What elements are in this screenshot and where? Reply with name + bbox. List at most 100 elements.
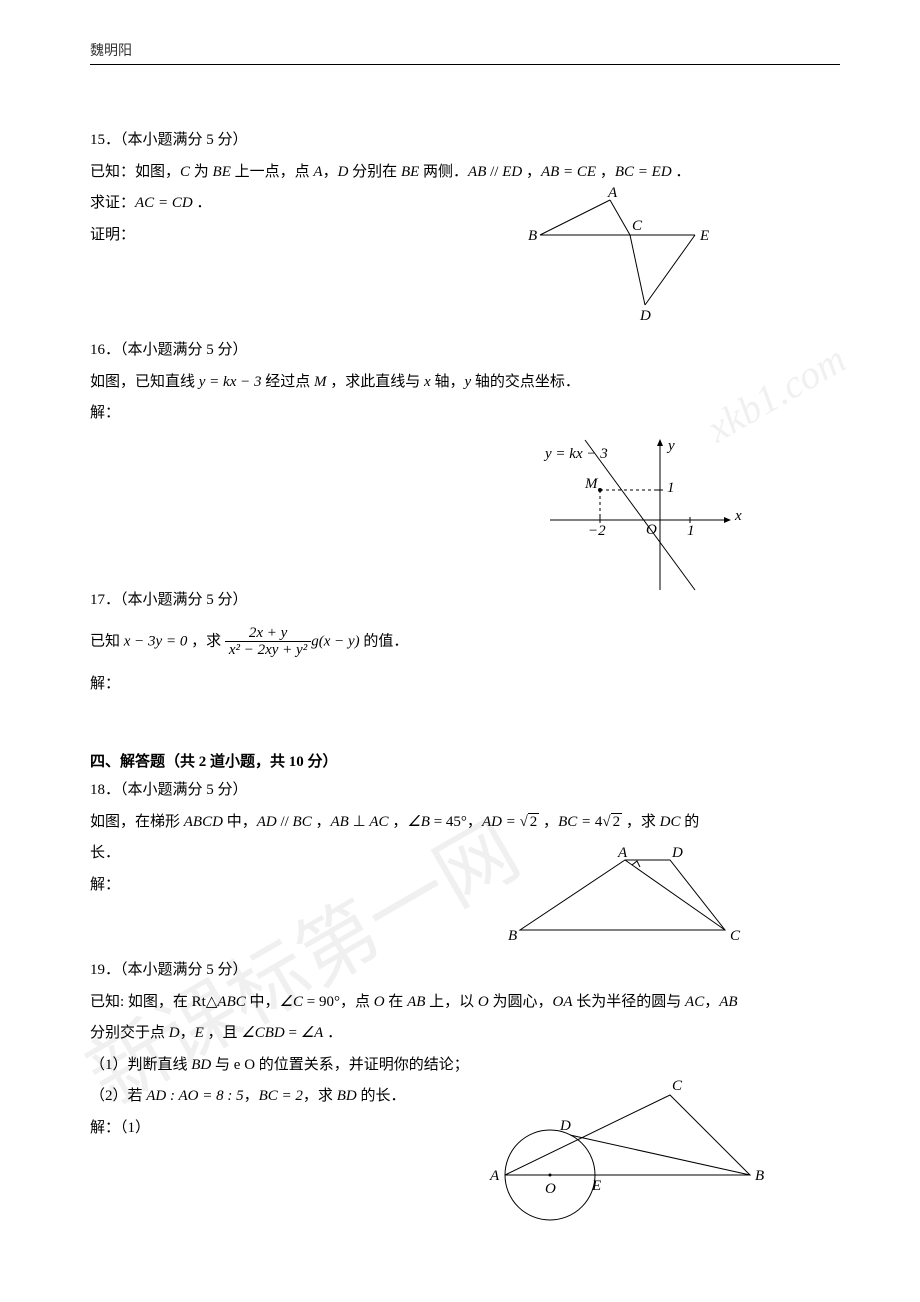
p15-t4: ， xyxy=(323,164,338,180)
p15-t5: 分别在 xyxy=(348,164,401,180)
p19-eO: e O xyxy=(234,1057,255,1073)
fig19-E: E xyxy=(591,1178,601,1194)
p15-par: // xyxy=(486,164,502,180)
p19-O: O xyxy=(374,994,385,1010)
p19-AB2: AB xyxy=(719,994,737,1010)
p15-BC: BC xyxy=(615,164,634,180)
p19-angA: ∠A xyxy=(301,1025,324,1041)
p19-tri: △ xyxy=(206,994,218,1010)
p18-BC: BC xyxy=(293,814,312,830)
p16-x: x xyxy=(424,374,431,390)
p19-c3: ， xyxy=(180,1025,195,1041)
p17-eq: x − 3y = 0 xyxy=(124,633,188,649)
p15-t3: 上一点，点 xyxy=(231,164,314,180)
p19-Rt: Rt xyxy=(192,994,206,1010)
p16-t1: 如图，已知直线 xyxy=(90,374,199,390)
p19-E: E xyxy=(195,1025,204,1041)
fig16-eq: y = kx − 3 xyxy=(543,446,608,462)
p19-deg: 90° xyxy=(319,994,340,1010)
p18-deg: 45° xyxy=(446,814,467,830)
fig19-D: D xyxy=(559,1118,571,1134)
figure-16: y = kx − 3 y x M O 1 −2 1 xyxy=(530,430,750,600)
p19-eq: = xyxy=(303,994,319,1010)
fig16-1x: 1 xyxy=(687,523,695,539)
p19-BD2: BD xyxy=(337,1088,357,1104)
p18-AD: AD xyxy=(257,814,277,830)
p19-ABC: ABC xyxy=(217,994,245,1010)
p17-t3: 的值． xyxy=(360,633,409,649)
p18-c1: ， xyxy=(312,814,331,830)
p15-c2: ， xyxy=(596,164,615,180)
fig19-A: A xyxy=(489,1168,500,1184)
p19-t9: （1）判断直线 xyxy=(90,1057,191,1073)
problem-19: 19．（本小题满分 5 分） 已知: 如图，在 Rt△ABC 中，∠C = 90… xyxy=(90,955,840,1175)
p16-t5: 轴的交点坐标． xyxy=(471,374,580,390)
p15-BE: BE xyxy=(213,164,231,180)
p19-points: （本小题满分 5 分） xyxy=(120,962,248,978)
p15-prove: 求证： xyxy=(90,195,135,211)
p19-O2: O xyxy=(478,994,489,1010)
p16-points: （本小题满分 5 分） xyxy=(120,342,248,358)
page-content: 魏明阳 15．（本小题满分 5 分） 已知：如图，C 为 BE 上一点，点 A，… xyxy=(90,40,840,1205)
p19-D: D xyxy=(169,1025,180,1041)
p18-ABCD: ABCD xyxy=(184,814,223,830)
p16-t2: 经过点 xyxy=(261,374,314,390)
p19-dot: ． xyxy=(323,1025,342,1041)
p15-eq2: = xyxy=(634,164,652,180)
p19-c1: ，点 xyxy=(340,994,374,1010)
p19-AC: AC xyxy=(685,994,704,1010)
p15-AB2: AB xyxy=(541,164,559,180)
p19-c2: ， xyxy=(704,994,719,1010)
p15-eq1: = xyxy=(559,164,577,180)
p18-c4: ， xyxy=(539,814,558,830)
p19-t4: 上，以 xyxy=(425,994,478,1010)
p15-eq3: = xyxy=(154,195,172,211)
p15-C: C xyxy=(180,164,190,180)
p15-t1: 已知：如图， xyxy=(90,164,180,180)
p19-t2: 中， xyxy=(246,994,280,1010)
p15-c3: ． xyxy=(672,164,691,180)
p19-t14: 的长． xyxy=(357,1088,406,1104)
p19-t10: 与 xyxy=(211,1057,234,1073)
p15-num: 15． xyxy=(90,132,120,148)
p19-t6: 长为半径的圆与 xyxy=(573,994,686,1010)
p19-t13: ，求 xyxy=(303,1088,337,1104)
p19-num: 19． xyxy=(90,962,120,978)
p18-DC: DC xyxy=(660,814,681,830)
p18-four: 4 xyxy=(595,814,603,830)
p19-eq2: = xyxy=(285,1025,301,1041)
problem-15: 15．（本小题满分 5 分） 已知：如图，C 为 BE 上一点，点 A，D 分别… xyxy=(90,125,840,305)
p19-angC: ∠C xyxy=(280,994,303,1010)
p15-dot: ． xyxy=(193,195,212,211)
p19-BD: BD xyxy=(191,1057,211,1073)
p15-t6: 两侧． xyxy=(419,164,468,180)
fig16-1: 1 xyxy=(667,480,675,496)
p15-c1: ， xyxy=(522,164,541,180)
p17-points: （本小题满分 5 分） xyxy=(120,592,248,608)
p15-CE: CE xyxy=(577,164,596,180)
p17-frac: 2x + yx² − 2xy + y² xyxy=(225,625,311,659)
p18-ADe: AD = xyxy=(482,814,520,830)
p18-AC: AC xyxy=(369,814,388,830)
p19-angCBD: ∠CBD xyxy=(241,1025,284,1041)
figure-18: A D B C xyxy=(500,845,760,945)
section-4-title: 四、解答题（共 2 道小题，共 10 分） xyxy=(90,750,840,771)
p15-CD: CD xyxy=(172,195,193,211)
p16-sol: 解： xyxy=(90,398,840,430)
figure-19: A B C D E O xyxy=(480,1075,780,1225)
p19-t1: 已知: 如图，在 xyxy=(90,994,192,1010)
p18-AB: AB xyxy=(330,814,348,830)
fig19-O: O xyxy=(545,1181,556,1197)
p19-AB: AB xyxy=(407,994,425,1010)
fig16-M: M xyxy=(584,476,599,492)
p17-num-f: 2x + y xyxy=(225,625,311,643)
p18-sqrt2: 2 xyxy=(520,807,540,839)
p15-points: （本小题满分 5 分） xyxy=(120,132,248,148)
p16-num: 16． xyxy=(90,342,120,358)
p16-t4: 轴， xyxy=(431,374,465,390)
p18-eq: = xyxy=(430,814,446,830)
fig19-C: C xyxy=(672,1078,683,1094)
p15-t2: 为 xyxy=(190,164,213,180)
p18-c5: ，求 xyxy=(622,814,660,830)
p18-t3: 的 xyxy=(680,814,699,830)
